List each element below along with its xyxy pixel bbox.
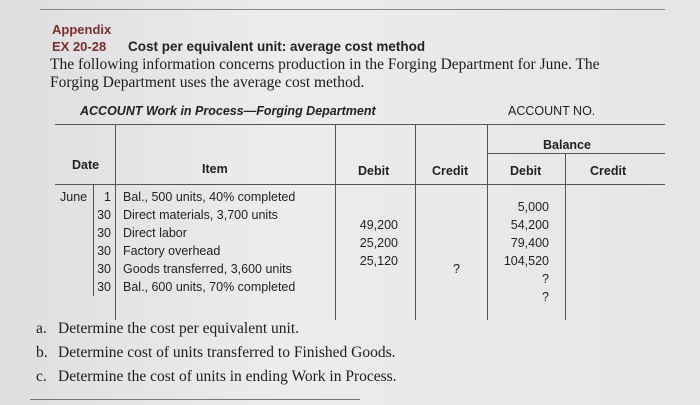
- cell-item: Direct labor: [123, 226, 187, 240]
- intro-line: Forging Department uses the average cost…: [50, 74, 365, 91]
- cell-credit: ?: [453, 262, 460, 276]
- question: Determine cost of units transferred to F…: [58, 344, 396, 361]
- table-line: [55, 184, 665, 185]
- column-header: Date: [72, 158, 100, 172]
- cell-debit: 25,200: [359, 236, 398, 250]
- section: Appendix: [52, 22, 112, 37]
- cell-day: 30: [97, 208, 111, 222]
- cell-day: 30: [97, 226, 111, 240]
- question-letter: b.: [36, 344, 48, 361]
- column-header: Debit: [358, 164, 390, 178]
- cell-day: 1: [104, 190, 111, 204]
- cell-balance-debit: 54,200: [510, 218, 549, 232]
- cell-balance-debit: 79,400: [510, 236, 549, 250]
- table-line: [415, 124, 416, 320]
- column-header: Credit: [590, 164, 627, 178]
- cell-debit: 25,120: [359, 254, 398, 268]
- column-header: Balance: [543, 138, 591, 152]
- account-name: ACCOUNT Work in Process—Forging Departme…: [80, 104, 376, 118]
- cell-day: 30: [97, 262, 111, 276]
- account-number: ACCOUNT NO.: [508, 104, 596, 118]
- cell-item: Goods transferred, 3,600 units: [123, 262, 292, 276]
- table-line: [487, 124, 488, 320]
- cell-debit: 49,200: [359, 218, 398, 232]
- cell-item: Bal., 500 units, 40% completed: [123, 190, 296, 204]
- column-header: Credit: [432, 164, 469, 178]
- question: Determine the cost per equivalent unit.: [58, 320, 300, 337]
- column-header: Debit: [510, 164, 542, 178]
- exercise-title: Cost per equivalent unit: average cost m…: [128, 39, 426, 54]
- cell-item: Direct materials, 3,700 units: [123, 208, 278, 222]
- question: Determine the cost of units in ending Wo…: [58, 368, 397, 385]
- question-letter: c.: [36, 368, 47, 385]
- table-line: [55, 124, 665, 125]
- table-line: [115, 124, 116, 320]
- cell-day: 30: [97, 280, 111, 294]
- cell-day: 30: [97, 244, 111, 258]
- cell-balance-debit: 104,520: [503, 254, 549, 268]
- cell-month: June: [60, 190, 88, 204]
- column-header: Item: [202, 162, 228, 176]
- table-line: [93, 184, 94, 296]
- cell-balance-debit: ?: [542, 272, 549, 286]
- table-line: [335, 124, 336, 320]
- intro-line: The following information concerns produ…: [50, 56, 600, 73]
- rule: [40, 9, 665, 10]
- cell-item: Factory overhead: [123, 244, 221, 258]
- rule: [30, 399, 360, 400]
- table-line: [487, 153, 665, 154]
- cell-balance-debit: ?: [542, 290, 549, 304]
- question-letter: a.: [36, 320, 47, 337]
- cell-balance-debit: 5,000: [517, 200, 549, 214]
- exercise: EX 20-28: [52, 39, 107, 54]
- cell-item: Bal., 600 units, 70% completed: [123, 280, 296, 294]
- table-line: [565, 153, 566, 320]
